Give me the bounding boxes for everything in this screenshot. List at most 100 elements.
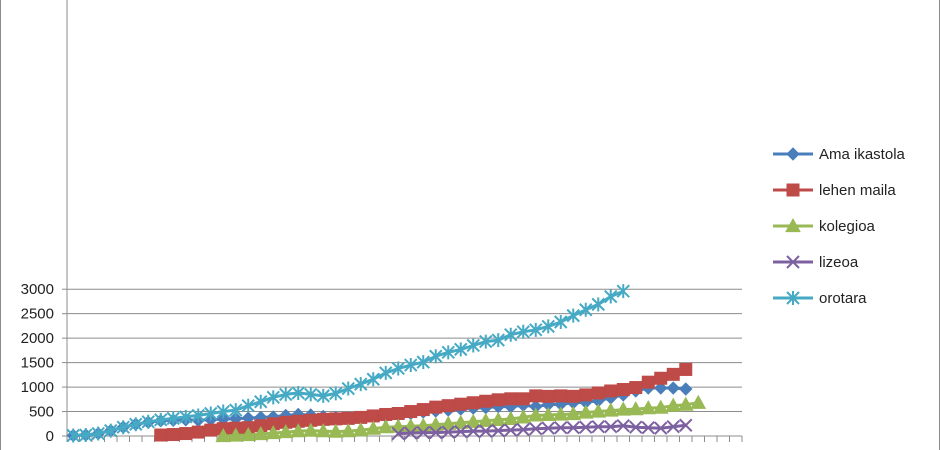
data-point: [91, 426, 105, 441]
data-point: [427, 416, 444, 431]
data-point: [366, 409, 380, 423]
data-point: [141, 414, 155, 429]
y-tick-label: 0: [46, 428, 54, 445]
data-point: [529, 389, 543, 403]
data-point: [490, 411, 507, 426]
data-point: [329, 412, 343, 426]
data-point: [377, 419, 394, 434]
data-point: [277, 424, 294, 439]
data-point: [254, 394, 268, 409]
data-point: [616, 383, 630, 397]
series-orotara: [66, 284, 630, 443]
data-point: [116, 420, 130, 435]
data-point: [616, 419, 630, 433]
data-point: [604, 289, 618, 304]
data-point: [554, 314, 568, 329]
data-point: [641, 420, 655, 435]
data-point: [554, 389, 568, 403]
data-point: [679, 418, 693, 432]
data-point: [590, 403, 607, 418]
data-point: [690, 394, 707, 409]
data-point: [329, 386, 343, 401]
legend-item: lehen maila: [773, 182, 896, 199]
data-point: [515, 409, 532, 424]
data-point: [365, 420, 382, 435]
data-point: [229, 403, 243, 418]
data-point: [416, 355, 430, 370]
legend-label: lehen maila: [819, 182, 896, 199]
data-point: [629, 420, 643, 434]
data-point: [466, 338, 480, 353]
data-point: [429, 425, 443, 440]
data-point: [179, 409, 193, 424]
data-point: [154, 428, 168, 442]
data-point: [502, 410, 519, 425]
data-point: [429, 349, 443, 364]
legend-swatch-marker: [786, 183, 800, 197]
data-point: [441, 425, 455, 439]
gridlines: [67, 288, 742, 413]
data-point: [227, 427, 244, 442]
data-point: [440, 415, 457, 430]
data-point: [491, 423, 505, 438]
data-point: [341, 381, 355, 396]
data-point: [304, 387, 318, 402]
data-point: [604, 419, 618, 434]
data-point: [441, 399, 455, 413]
y-tick-label: 2000: [21, 330, 54, 347]
data-point: [466, 424, 480, 438]
data-point: [627, 401, 644, 416]
legend-swatch-marker: [786, 255, 800, 269]
data-point: [441, 345, 455, 360]
data-point: [379, 365, 393, 380]
data-point: [591, 419, 605, 434]
data-point: [529, 421, 543, 436]
legend: Ama ikastola lehen maila kolegioa lizeoa oro…: [773, 146, 906, 307]
legend-label: lizeoa: [819, 254, 859, 271]
data-point: [454, 424, 468, 439]
data-point: [615, 401, 632, 416]
data-point: [554, 420, 568, 435]
legend-swatch-marker: [786, 291, 800, 305]
data-point: [527, 407, 544, 422]
y-tick-label: 1500: [21, 355, 54, 372]
series-lizeoa: [391, 418, 693, 441]
legend-item: lizeoa: [773, 254, 859, 271]
legend-swatch-marker: [786, 147, 800, 161]
data-point: [291, 385, 305, 400]
data-point: [265, 425, 282, 440]
legend-label: Ama ikastola: [819, 146, 906, 163]
data-point: [604, 384, 618, 398]
data-point: [279, 387, 293, 402]
data-point: [654, 381, 668, 395]
data-point: [579, 302, 593, 317]
data-point: [504, 327, 518, 342]
data-point: [516, 324, 530, 339]
data-point: [204, 406, 218, 421]
data-point: [477, 412, 494, 427]
data-point: [566, 389, 580, 403]
data-point: [479, 424, 493, 438]
data-point: [540, 406, 557, 422]
data-point: [466, 396, 480, 410]
data-point: [454, 342, 468, 357]
data-point: [491, 393, 505, 407]
data-point: [104, 423, 118, 438]
data-point: [240, 426, 257, 442]
y-tick-label: 2500: [21, 306, 54, 323]
data-point: [354, 410, 368, 424]
data-point: [252, 426, 269, 441]
data-point: [452, 414, 469, 429]
series-layer: [66, 284, 707, 443]
data-point: [654, 371, 668, 385]
data-point: [577, 404, 594, 419]
data-point: [541, 389, 555, 403]
data-point: [602, 402, 619, 417]
legend-swatch-marker: [785, 217, 801, 233]
data-point: [327, 423, 344, 438]
data-point: [204, 423, 218, 437]
data-point: [404, 358, 418, 373]
series-kolegioa: [215, 394, 707, 443]
